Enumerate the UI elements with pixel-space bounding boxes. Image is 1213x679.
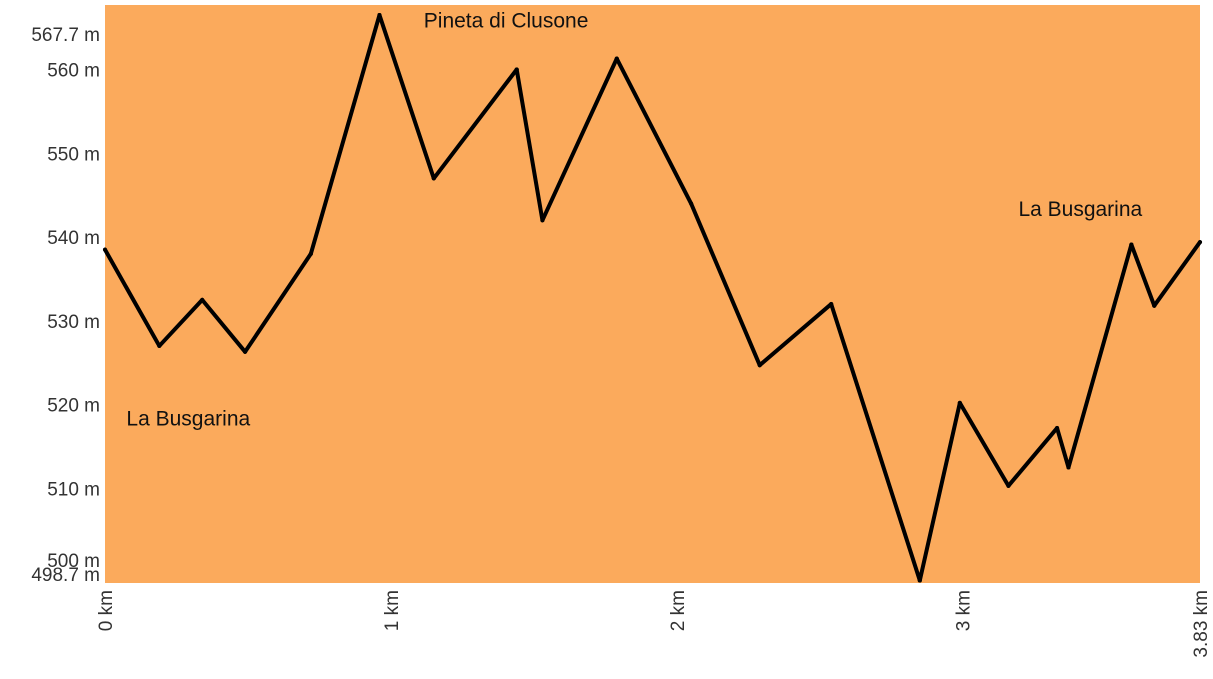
elevation-line-segment bbox=[829, 302, 922, 583]
elevation-area-fill bbox=[105, 15, 1200, 583]
elevation-point bbox=[1129, 242, 1134, 247]
elevation-point bbox=[157, 343, 162, 348]
elevation-line-segment bbox=[514, 67, 545, 223]
x-axis-tick-labels: 0 km 1 km 2 km 3 km 3.83 km bbox=[96, 590, 1212, 658]
place-label: La Busgarina bbox=[126, 408, 250, 431]
elevation-line-segment bbox=[157, 297, 205, 348]
elevation-point bbox=[1006, 483, 1011, 488]
elevation-line-segment bbox=[103, 247, 162, 348]
elevation-area bbox=[105, 15, 1200, 583]
elevation-point bbox=[614, 56, 619, 61]
elevation-line-segment bbox=[377, 13, 436, 181]
x-tick-label: 3 km bbox=[954, 590, 975, 631]
elevation-point bbox=[540, 218, 545, 223]
elevation-line-series bbox=[103, 13, 1202, 583]
elevation-line-segment bbox=[1152, 240, 1202, 308]
elevation-line-segment bbox=[243, 251, 313, 354]
x-tick-label: 1 km bbox=[382, 590, 403, 631]
elevation-line-segment bbox=[917, 400, 962, 583]
y-tick-label: 520 m bbox=[47, 396, 100, 417]
y-tick-label: 530 m bbox=[47, 312, 100, 333]
elevation-point bbox=[757, 363, 762, 368]
place-annotations: La Busgarina Pineta di Clusone La Busgarin… bbox=[126, 10, 1142, 431]
elevation-point bbox=[431, 176, 436, 181]
elevation-line-segment bbox=[614, 56, 694, 206]
elevation-line-segment bbox=[1055, 426, 1071, 470]
elevation-point bbox=[689, 201, 694, 206]
elevation-line-segment bbox=[200, 297, 248, 354]
elevation-point bbox=[243, 349, 248, 354]
y-tick-label: 500 m bbox=[47, 551, 100, 572]
elevation-line-segment bbox=[689, 201, 762, 368]
place-label: La Busgarina bbox=[1018, 198, 1142, 221]
elevation-point bbox=[308, 251, 313, 256]
place-label: Pineta di Clusone bbox=[424, 10, 589, 33]
y-tick-label: 550 m bbox=[47, 144, 100, 165]
elevation-point bbox=[1152, 303, 1157, 308]
elevation-point bbox=[103, 247, 107, 252]
elevation-point bbox=[1055, 426, 1060, 431]
elevation-point bbox=[917, 578, 922, 583]
x-tick-label: 3.83 km bbox=[1191, 590, 1212, 658]
y-tick-label: 540 m bbox=[47, 228, 100, 249]
y-tick-label: 510 m bbox=[47, 479, 100, 500]
elevation-point bbox=[1198, 240, 1202, 245]
elevation-point bbox=[1066, 465, 1071, 470]
elevation-point bbox=[377, 13, 382, 18]
x-tick-label: 0 km bbox=[96, 590, 117, 631]
elevation-line-segment bbox=[431, 67, 519, 181]
y-tick-label: 567.7 m bbox=[31, 25, 100, 46]
elevation-line-segment bbox=[757, 302, 834, 368]
elevation-line-segment bbox=[308, 13, 382, 256]
y-tick-label: 560 m bbox=[47, 61, 100, 82]
elevation-line-segment bbox=[540, 56, 619, 223]
elevation-line-segment bbox=[1006, 426, 1060, 488]
elevation-point bbox=[514, 67, 519, 72]
elevation-point bbox=[829, 302, 834, 307]
elevation-line-segment bbox=[1066, 242, 1134, 470]
elevation-point bbox=[957, 400, 962, 405]
elevation-point bbox=[200, 297, 205, 302]
elevation-line-segment bbox=[1129, 242, 1157, 308]
x-tick-label: 2 km bbox=[668, 590, 689, 631]
elevation-line-segment bbox=[957, 400, 1011, 488]
y-tick-label: 498.7 m bbox=[31, 565, 100, 586]
